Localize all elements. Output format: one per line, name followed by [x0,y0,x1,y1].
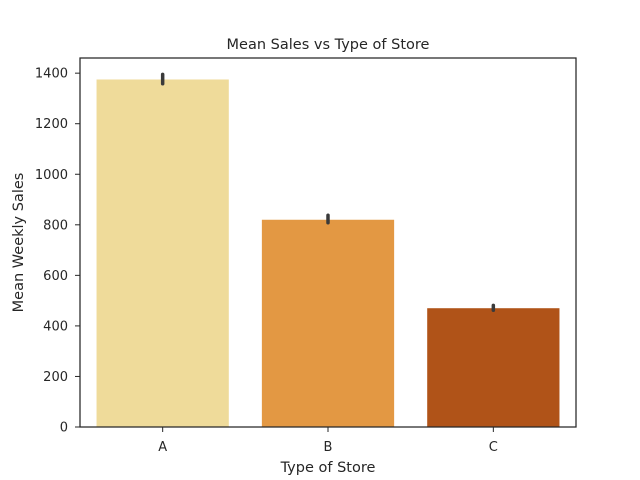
error-bars-group [160,72,496,312]
y-axis-label: Mean Weekly Sales [11,173,27,313]
y-tick-label: 1400 [35,67,68,82]
bar-B [261,219,395,427]
y-tick-label: 1200 [35,117,68,132]
x-tick-label: B [324,440,333,455]
y-tick-label: 400 [43,319,68,334]
chart-title: Mean Sales vs Type of Store [227,37,430,53]
y-tick-label: 800 [43,218,68,233]
y-tick-label: 0 [60,421,68,436]
x-axis-label: Type of Store [280,460,376,476]
plot-frame [79,57,577,428]
y-tick-label: 600 [43,269,68,284]
bar-A [96,79,229,427]
x-axis: A B C [158,427,498,455]
x-tick-label: C [489,440,498,455]
bar-C [427,308,560,427]
bars-group [96,79,560,427]
x-tick-label: A [158,440,167,455]
y-tick-label: 200 [43,370,68,385]
y-tick-label: 1000 [35,168,68,183]
y-axis: 0 200 400 600 800 1000 1200 1400 [35,67,80,436]
